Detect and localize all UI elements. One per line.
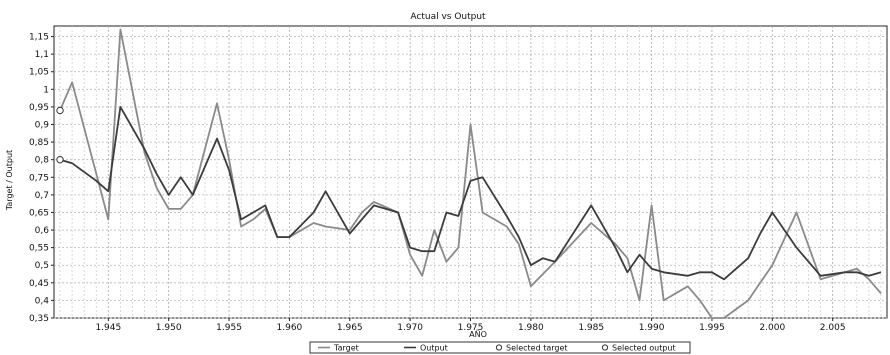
x-tick-label: 1.945 (95, 323, 121, 333)
y-tick-label: 0,6 (35, 226, 50, 236)
y-tick-label: 0,55 (29, 244, 49, 254)
x-tick-label: 2.005 (820, 323, 846, 333)
x-tick-label: 1.950 (156, 323, 182, 333)
legend: Target Output Selected target Selected outp… (309, 341, 691, 354)
x-tick-label: 2.000 (759, 323, 785, 333)
legend-swatch-selected-target (495, 344, 503, 351)
legend-label-selected-target: Selected target (506, 344, 568, 353)
y-tick-label: 1,1 (35, 50, 49, 60)
y-tick-label: 0,65 (29, 208, 49, 218)
x-tick-label: 1.955 (216, 323, 242, 333)
y-tick-label: 1,15 (29, 33, 49, 43)
legend-label-target: Target (333, 344, 359, 353)
x-axis-title: AÑO (469, 329, 487, 339)
y-tick-label: 1,05 (29, 68, 49, 78)
y-tick-label: 0,75 (29, 173, 49, 183)
x-tick-label: 1.985 (578, 323, 604, 333)
x-tick-label: 1.960 (277, 323, 303, 333)
x-tick-label: 1.975 (458, 323, 484, 333)
x-tick-label: 1.970 (397, 323, 423, 333)
x-tick-label: 1.965 (337, 323, 363, 333)
legend-label-selected-output: Selected output (612, 344, 676, 353)
x-tick-label: 1.995 (699, 323, 725, 333)
y-tick-label: 0,85 (29, 138, 49, 148)
y-tick-label: 0,35 (29, 314, 49, 324)
series-output-line (59, 106, 882, 281)
selected-target-point (56, 106, 64, 115)
legend-label-output: Output (420, 344, 448, 353)
y-tick-label: 0,8 (35, 156, 50, 166)
y-tick-label: 1 (43, 85, 49, 95)
selected-output-point (56, 155, 64, 164)
legend-swatch-selected-output (601, 344, 609, 351)
x-tick-label: 1.990 (639, 323, 665, 333)
y-axis-title: Target / Output (5, 150, 14, 211)
chart-title: Actual vs Output (410, 12, 486, 22)
y-tick-label: 0,45 (29, 279, 49, 289)
y-tick-label: 0,4 (35, 296, 50, 306)
y-tick-label: 0,7 (35, 191, 49, 201)
y-tick-label: 0,95 (29, 103, 49, 113)
plot-area: 0,35 0,4 0,45 0,5 0,55 0,6 0,65 0,7 0,75 0,8 0,85 0… (29, 25, 888, 333)
series-target-line (59, 28, 882, 319)
y-tick-label: 0,5 (35, 261, 49, 271)
y-tick-label: 0,9 (35, 121, 50, 131)
x-tick-label: 1.980 (518, 323, 544, 333)
